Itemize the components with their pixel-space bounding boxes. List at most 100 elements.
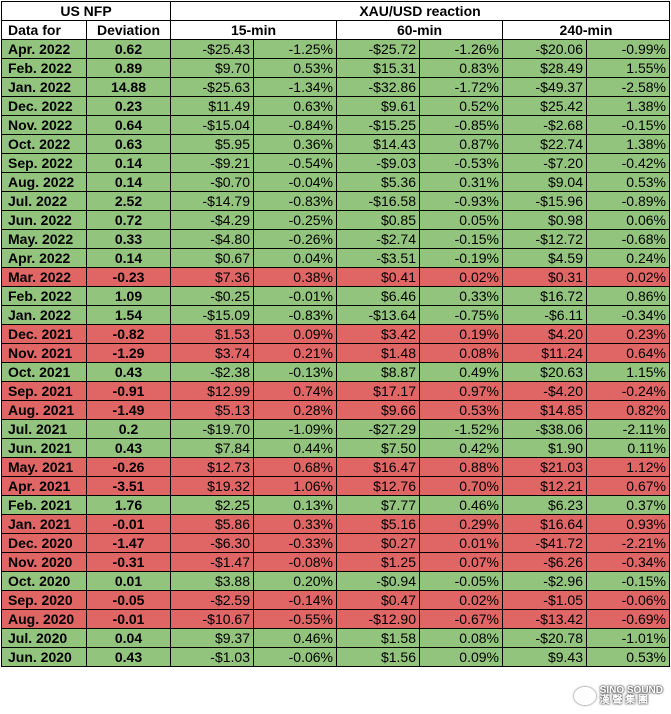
60-min-dollar-cell: $0.85 [336, 210, 420, 230]
60-min-dollar-cell: $7.77 [336, 495, 420, 515]
deviation-cell: 0.72 [86, 210, 171, 230]
table-row: Aug. 2021 -1.49 $5.13 0.28% $9.66 0.53% $14.85… [1, 400, 670, 420]
15-min-percent-cell: 0.13% [253, 495, 337, 515]
watermark-line1: SINO SOUND [599, 685, 663, 696]
60-min-percent-cell: -1.72% [419, 77, 503, 97]
date-cell: May. 2021 [1, 457, 87, 477]
240-min-dollar-cell: -$1.05 [502, 590, 587, 610]
60-min-percent-cell: 0.87% [419, 134, 503, 154]
240-min-percent-cell: -2.21% [586, 533, 670, 553]
deviation-cell: 0.43 [86, 438, 171, 458]
date-cell: Feb. 2022 [1, 58, 87, 78]
60-min-dollar-cell: $9.66 [336, 400, 420, 420]
date-cell: Jan. 2021 [1, 514, 87, 534]
240-min-percent-cell: 0.11% [586, 438, 670, 458]
240-min-dollar-cell: $6.23 [502, 495, 587, 515]
deviation-cell: 0.33 [86, 229, 171, 249]
15-min-percent-cell: -0.13% [253, 362, 337, 382]
15-min-percent-cell: 0.09% [253, 324, 337, 344]
240-min-dollar-cell: $14.85 [502, 400, 587, 420]
15-min-dollar-cell: -$4.80 [170, 229, 254, 249]
240-min-percent-cell: -2.11% [586, 419, 670, 439]
240-min-percent-cell: 0.06% [586, 210, 670, 230]
table-row: Aug. 2022 0.14 -$0.70 -0.04% $5.36 0.31% $9.04… [1, 172, 670, 192]
deviation-cell: 0.14 [86, 248, 171, 268]
60-min-header: 60-min [336, 20, 503, 40]
60-min-dollar-cell: -$16.58 [336, 191, 420, 211]
240-min-percent-cell: 0.23% [586, 324, 670, 344]
date-cell: Aug. 2020 [1, 609, 87, 629]
15-min-dollar-cell: $19.32 [170, 476, 254, 496]
15-min-dollar-cell: -$15.09 [170, 305, 254, 325]
240-min-percent-cell: 0.37% [586, 495, 670, 515]
15-min-percent-cell: 0.36% [253, 134, 337, 154]
deviation-cell: 0.2 [86, 419, 171, 439]
date-cell: Sep. 2020 [1, 590, 87, 610]
240-min-percent-cell: 0.64% [586, 343, 670, 363]
240-min-percent-cell: 0.24% [586, 248, 670, 268]
60-min-percent-cell: 0.52% [419, 96, 503, 116]
60-min-percent-cell: -0.67% [419, 609, 503, 629]
60-min-dollar-cell: $1.48 [336, 343, 420, 363]
240-min-dollar-cell: -$6.11 [502, 305, 587, 325]
table-row: Feb. 2021 1.76 $2.25 0.13% $7.77 0.46% $6.23 0.… [1, 495, 670, 515]
240-min-percent-cell: 1.55% [586, 58, 670, 78]
date-cell: Oct. 2022 [1, 134, 87, 154]
60-min-dollar-cell: $0.27 [336, 533, 420, 553]
deviation-cell: -1.49 [86, 400, 171, 420]
60-min-dollar-cell: -$9.03 [336, 153, 420, 173]
240-min-percent-cell: -0.15% [586, 115, 670, 135]
15-min-dollar-cell: $3.88 [170, 571, 254, 591]
15-min-percent-cell: -0.06% [253, 647, 337, 667]
60-min-percent-cell: 0.05% [419, 210, 503, 230]
15-min-dollar-cell: -$6.30 [170, 533, 254, 553]
table-row: Nov. 2022 0.64 -$15.04 -0.84% -$15.25 -0.85% -… [1, 115, 670, 135]
date-cell: Nov. 2021 [1, 343, 87, 363]
15-min-percent-cell: 0.68% [253, 457, 337, 477]
240-min-dollar-cell: -$2.68 [502, 115, 587, 135]
15-min-percent-cell: 0.28% [253, 400, 337, 420]
15-min-percent-cell: 0.20% [253, 571, 337, 591]
15-min-percent-cell: -0.14% [253, 590, 337, 610]
table-row: Jul. 2020 0.04 $9.37 0.46% $1.58 0.08% -$20.78… [1, 628, 670, 648]
60-min-dollar-cell: $0.47 [336, 590, 420, 610]
table-row: Feb. 2022 1.09 -$0.25 -0.01% $6.46 0.33% $16.7… [1, 286, 670, 306]
240-min-dollar-cell: $12.21 [502, 476, 587, 496]
240-min-dollar-cell: $11.24 [502, 343, 587, 363]
240-min-percent-cell: -0.68% [586, 229, 670, 249]
60-min-percent-cell: 0.08% [419, 343, 503, 363]
60-min-percent-cell: 0.97% [419, 381, 503, 401]
data-for-header: Data for [1, 20, 87, 40]
15-min-percent-cell: -0.01% [253, 286, 337, 306]
table-row: May. 2021 -0.26 $12.73 0.68% $16.47 0.88% $21.… [1, 457, 670, 477]
15-min-dollar-cell: -$0.25 [170, 286, 254, 306]
table-row: Oct. 2022 0.63 $5.95 0.36% $14.43 0.87% $22.74… [1, 134, 670, 154]
deviation-cell: 0.89 [86, 58, 171, 78]
240-min-dollar-cell: $4.59 [502, 248, 587, 268]
240-min-dollar-cell: -$4.20 [502, 381, 587, 401]
60-min-percent-cell: 0.07% [419, 552, 503, 572]
15-min-percent-cell: 0.74% [253, 381, 337, 401]
60-min-percent-cell: 0.08% [419, 628, 503, 648]
nfp-xauusd-table: US NFP XAU/USD reaction Data for Deviati… [1, 1, 670, 667]
deviation-cell: 1.76 [86, 495, 171, 515]
60-min-dollar-cell: -$25.72 [336, 39, 420, 59]
60-min-percent-cell: 0.33% [419, 286, 503, 306]
deviation-cell: -0.26 [86, 457, 171, 477]
15-min-percent-cell: 0.21% [253, 343, 337, 363]
date-cell: Jul. 2020 [1, 628, 87, 648]
240-min-header: 240-min [502, 20, 670, 40]
date-cell: Nov. 2022 [1, 115, 87, 135]
15-min-percent-cell: 1.06% [253, 476, 337, 496]
deviation-cell: 0.62 [86, 39, 171, 59]
15-min-percent-cell: 0.33% [253, 514, 337, 534]
date-cell: Apr. 2022 [1, 248, 87, 268]
deviation-cell: -0.31 [86, 552, 171, 572]
date-cell: Jun. 2022 [1, 210, 87, 230]
deviation-cell: -3.51 [86, 476, 171, 496]
60-min-percent-cell: 0.46% [419, 495, 503, 515]
60-min-percent-cell: 0.02% [419, 590, 503, 610]
60-min-dollar-cell: $6.46 [336, 286, 420, 306]
240-min-percent-cell: 0.53% [586, 172, 670, 192]
60-min-percent-cell: 0.53% [419, 400, 503, 420]
